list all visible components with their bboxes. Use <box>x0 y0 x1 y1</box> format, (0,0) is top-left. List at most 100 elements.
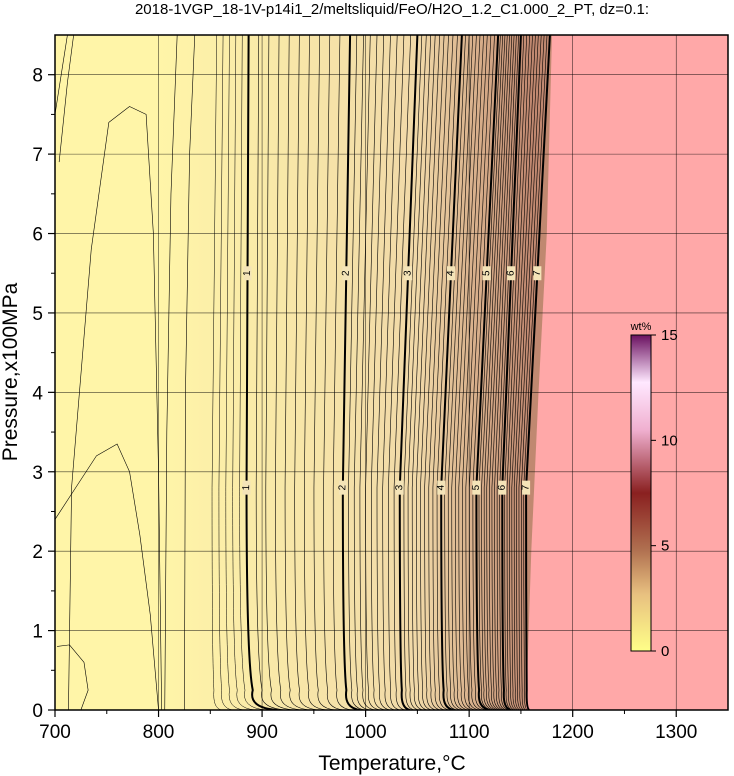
contour-line-minor <box>388 35 405 710</box>
contour-line-minor <box>451 35 474 710</box>
contour-line-minor <box>491 35 513 710</box>
colorbar-tick-label: 15 <box>661 327 678 344</box>
contour-line-minor <box>420 35 440 710</box>
contour-line-minor <box>304 35 328 710</box>
contour-line-minor <box>509 35 530 710</box>
contour-line-minor <box>407 35 427 710</box>
contour-line-low <box>58 35 74 163</box>
contour-line-minor <box>481 35 503 710</box>
colorbar-unit: wt% <box>630 321 652 333</box>
y-tick-label: 8 <box>32 66 43 87</box>
contour-label-bg <box>242 480 251 495</box>
contour-line-minor <box>523 35 548 710</box>
contour-line-minor <box>218 35 233 710</box>
no-melt-region <box>526 35 728 710</box>
contour-line-minor <box>499 35 519 710</box>
contour-line-minor <box>478 35 501 710</box>
contour-line-minor <box>424 35 445 710</box>
contour-label-bg <box>507 266 516 281</box>
contour-label-bg <box>338 480 347 495</box>
contour-line-5 <box>475 35 500 710</box>
contour-label-bg <box>472 480 481 495</box>
contour-line-low <box>164 35 178 710</box>
y-tick-label: 7 <box>32 145 43 166</box>
x-axis: 700 800 900 1000 1100 1200 1300 <box>39 710 697 743</box>
contour-line-minor <box>365 35 381 710</box>
contour-line-minor <box>232 35 256 710</box>
contour-line-minor <box>239 35 267 710</box>
y-tick-label: 3 <box>32 463 43 484</box>
contour-line-minor <box>483 35 506 710</box>
contour-line-2 <box>341 35 361 710</box>
contour-label-6: 6 <box>497 484 508 490</box>
chart-title: 2018-1VGP_18-1V-p14i1_2/meltsliquid/FeO/… <box>135 1 649 18</box>
contour-line-minor <box>225 35 244 710</box>
contour-line-minor <box>284 35 311 710</box>
y-tick-label: 4 <box>32 383 43 404</box>
contour-label-3: 3 <box>403 270 414 276</box>
contour-line-minor <box>393 35 411 710</box>
contour-label-bg <box>437 480 446 495</box>
contour-label-bg <box>342 266 351 281</box>
contour-label-7: 7 <box>521 484 532 490</box>
contour-line-1 <box>245 35 278 710</box>
low-contours <box>55 35 196 710</box>
contour-label-6: 6 <box>506 270 517 276</box>
y-tick-label: 5 <box>32 304 43 325</box>
contour-label-bg <box>447 266 456 281</box>
contour-line-minor <box>275 35 303 710</box>
contour-line-low <box>55 35 68 115</box>
contour-line-minor <box>486 35 508 710</box>
contour-line-minor <box>403 35 423 710</box>
contour-line-7 <box>525 35 551 710</box>
contour-line-minor <box>472 35 495 710</box>
contour-line-low <box>55 443 159 710</box>
contour-line-minor <box>255 35 286 710</box>
contour-line-minor <box>376 35 391 710</box>
contour-line-minor <box>506 35 528 710</box>
contour-label-5: 5 <box>481 270 492 276</box>
contour-line-minor <box>516 35 539 710</box>
contour-line-minor <box>521 35 545 710</box>
colorbar-tick-label: 5 <box>661 538 669 555</box>
contour-label-4: 4 <box>436 484 447 490</box>
colorbar: wt% 0 5 10 15 <box>630 321 678 660</box>
x-tick-label: 1300 <box>655 722 697 743</box>
contour-line-minor <box>447 35 470 710</box>
contour-line-low <box>57 644 89 710</box>
contour-label-5: 5 <box>471 484 482 490</box>
contour-label-4: 4 <box>445 270 456 276</box>
contour-line-minor <box>416 35 436 710</box>
contour-line-minor <box>518 35 542 710</box>
contour-line-minor <box>511 35 533 710</box>
y-axis-label: Pressure,x100MPa <box>0 282 22 461</box>
contour-line-minor <box>444 35 466 710</box>
y-tick-label: 1 <box>32 622 43 643</box>
x-tick-label: 1100 <box>449 722 490 743</box>
contour-label-2: 2 <box>341 270 352 276</box>
contour-line-minor <box>382 35 398 710</box>
contour-line-minor <box>411 35 432 710</box>
plot-area <box>55 35 728 710</box>
contour-line-6 <box>501 35 522 710</box>
contour-line-minor <box>265 35 295 710</box>
contour-label-1: 1 <box>241 484 252 490</box>
x-tick-label: 900 <box>246 722 278 743</box>
contour-line-minor <box>432 35 454 710</box>
contour-labels: 1 1 2 2 3 3 4 4 5 5 6 6 7 7 <box>241 266 543 495</box>
contour-line-minor <box>348 35 366 710</box>
contour-line-minor <box>294 35 320 710</box>
x-tick-label: 1000 <box>344 722 386 743</box>
x-tick-label: 700 <box>39 722 71 743</box>
contour-line-minor <box>211 35 222 710</box>
colorbar-ticks: 0 5 10 15 <box>651 327 678 660</box>
contour-line-minor <box>428 35 449 710</box>
contour-line-minor <box>504 35 525 710</box>
contour-label-bg <box>482 266 491 281</box>
x-tick-label: 800 <box>143 722 175 743</box>
y-tick-label: 2 <box>32 542 43 563</box>
x-tick-label: 1200 <box>552 722 594 743</box>
contour-line-minor <box>436 35 458 710</box>
contour-label-bg <box>243 266 252 281</box>
contour-label-7: 7 <box>532 270 543 276</box>
